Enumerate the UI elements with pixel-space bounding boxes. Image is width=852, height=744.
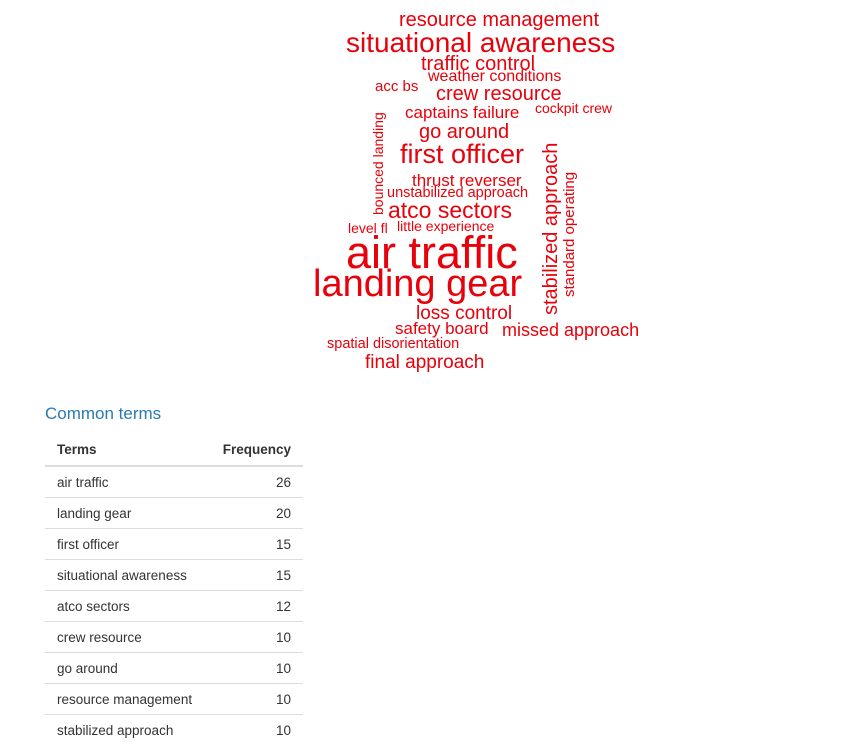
table-row: atco sectors 12 bbox=[45, 590, 303, 622]
frequency-cell: 10 bbox=[208, 683, 303, 715]
word-crew-resource: crew resource bbox=[436, 83, 562, 105]
word-cockpit-crew: cockpit crew bbox=[535, 100, 613, 116]
word-first-officer: first officer bbox=[400, 139, 525, 169]
frequency-column-header: Frequency bbox=[208, 434, 303, 467]
frequency-cell: 15 bbox=[208, 528, 303, 560]
common-terms-title: Common terms bbox=[45, 404, 162, 423]
terms-column-header: Terms bbox=[45, 434, 209, 467]
common-terms-table: Terms Frequency air traffic 26 landing g… bbox=[45, 434, 303, 744]
word-acc-bs: acc bs bbox=[375, 78, 419, 95]
table-row: landing gear 20 bbox=[45, 497, 303, 529]
word-level-fl: level fl bbox=[348, 220, 388, 236]
word-traffic-control: traffic control bbox=[421, 53, 536, 75]
frequency-cell: 10 bbox=[208, 714, 303, 744]
frequency-cell: 12 bbox=[208, 590, 303, 622]
word-weather-conditions: weather conditions bbox=[428, 68, 562, 85]
word-thrust-reverser: thrust reverser bbox=[412, 171, 522, 190]
term-cell: landing gear bbox=[45, 497, 209, 529]
word-resource-management: resource management bbox=[399, 9, 600, 31]
table-row: air traffic 26 bbox=[45, 466, 303, 498]
word-missed-approach: missed approach bbox=[502, 320, 640, 340]
table-row: go around 10 bbox=[45, 652, 303, 684]
word-standard-operating: standard operating bbox=[561, 171, 578, 297]
word-go-around: go around bbox=[419, 121, 510, 143]
term-cell: air traffic bbox=[57, 474, 109, 490]
word-loss-control: loss control bbox=[416, 303, 513, 324]
table-row: crew resource 10 bbox=[45, 621, 303, 653]
term-cell: go around bbox=[45, 652, 209, 684]
term-cell: stabilized approach bbox=[45, 714, 209, 744]
term-cell: first officer bbox=[45, 528, 209, 560]
term-cell: resource management bbox=[45, 683, 209, 715]
word-little-experience: little experience bbox=[397, 218, 495, 234]
frequency-cell: 26 bbox=[275, 474, 291, 490]
frequency-cell: 15 bbox=[208, 559, 303, 591]
word-stabilized-approach: stabilized approach bbox=[540, 142, 562, 315]
term-cell: atco sectors bbox=[45, 590, 209, 622]
word-landing-gear: landing gear bbox=[313, 263, 523, 305]
frequency-cell: 20 bbox=[208, 497, 303, 529]
word-bounced-landing: bounced landing bbox=[370, 112, 386, 215]
word-spatial-disorientation: spatial disorientation bbox=[327, 336, 460, 352]
word-final-approach: final approach bbox=[365, 352, 485, 373]
table-row: situational awareness 15 bbox=[45, 559, 303, 591]
term-cell: situational awareness bbox=[45, 559, 209, 591]
frequency-cell: 10 bbox=[208, 652, 303, 684]
word-captains-failure: captains failure bbox=[405, 103, 520, 122]
table-row: resource management 10 bbox=[45, 683, 303, 715]
table-row: stabilized approach 10 bbox=[45, 714, 303, 744]
word-atco-sectors: atco sectors bbox=[388, 197, 512, 223]
frequency-cell: 10 bbox=[208, 621, 303, 653]
word-unstabilized-approach: unstabilized approach bbox=[387, 185, 529, 201]
table-header-row: Terms Frequency bbox=[45, 434, 303, 467]
word-situational-awareness: situational awareness bbox=[346, 27, 616, 58]
word-air-traffic: air traffic bbox=[346, 227, 518, 278]
word-safety-board: safety board bbox=[395, 319, 489, 338]
table-row: first officer 15 bbox=[45, 528, 303, 560]
word-cloud: resource management situational awarenes… bbox=[313, 9, 640, 373]
term-cell: crew resource bbox=[45, 621, 209, 653]
